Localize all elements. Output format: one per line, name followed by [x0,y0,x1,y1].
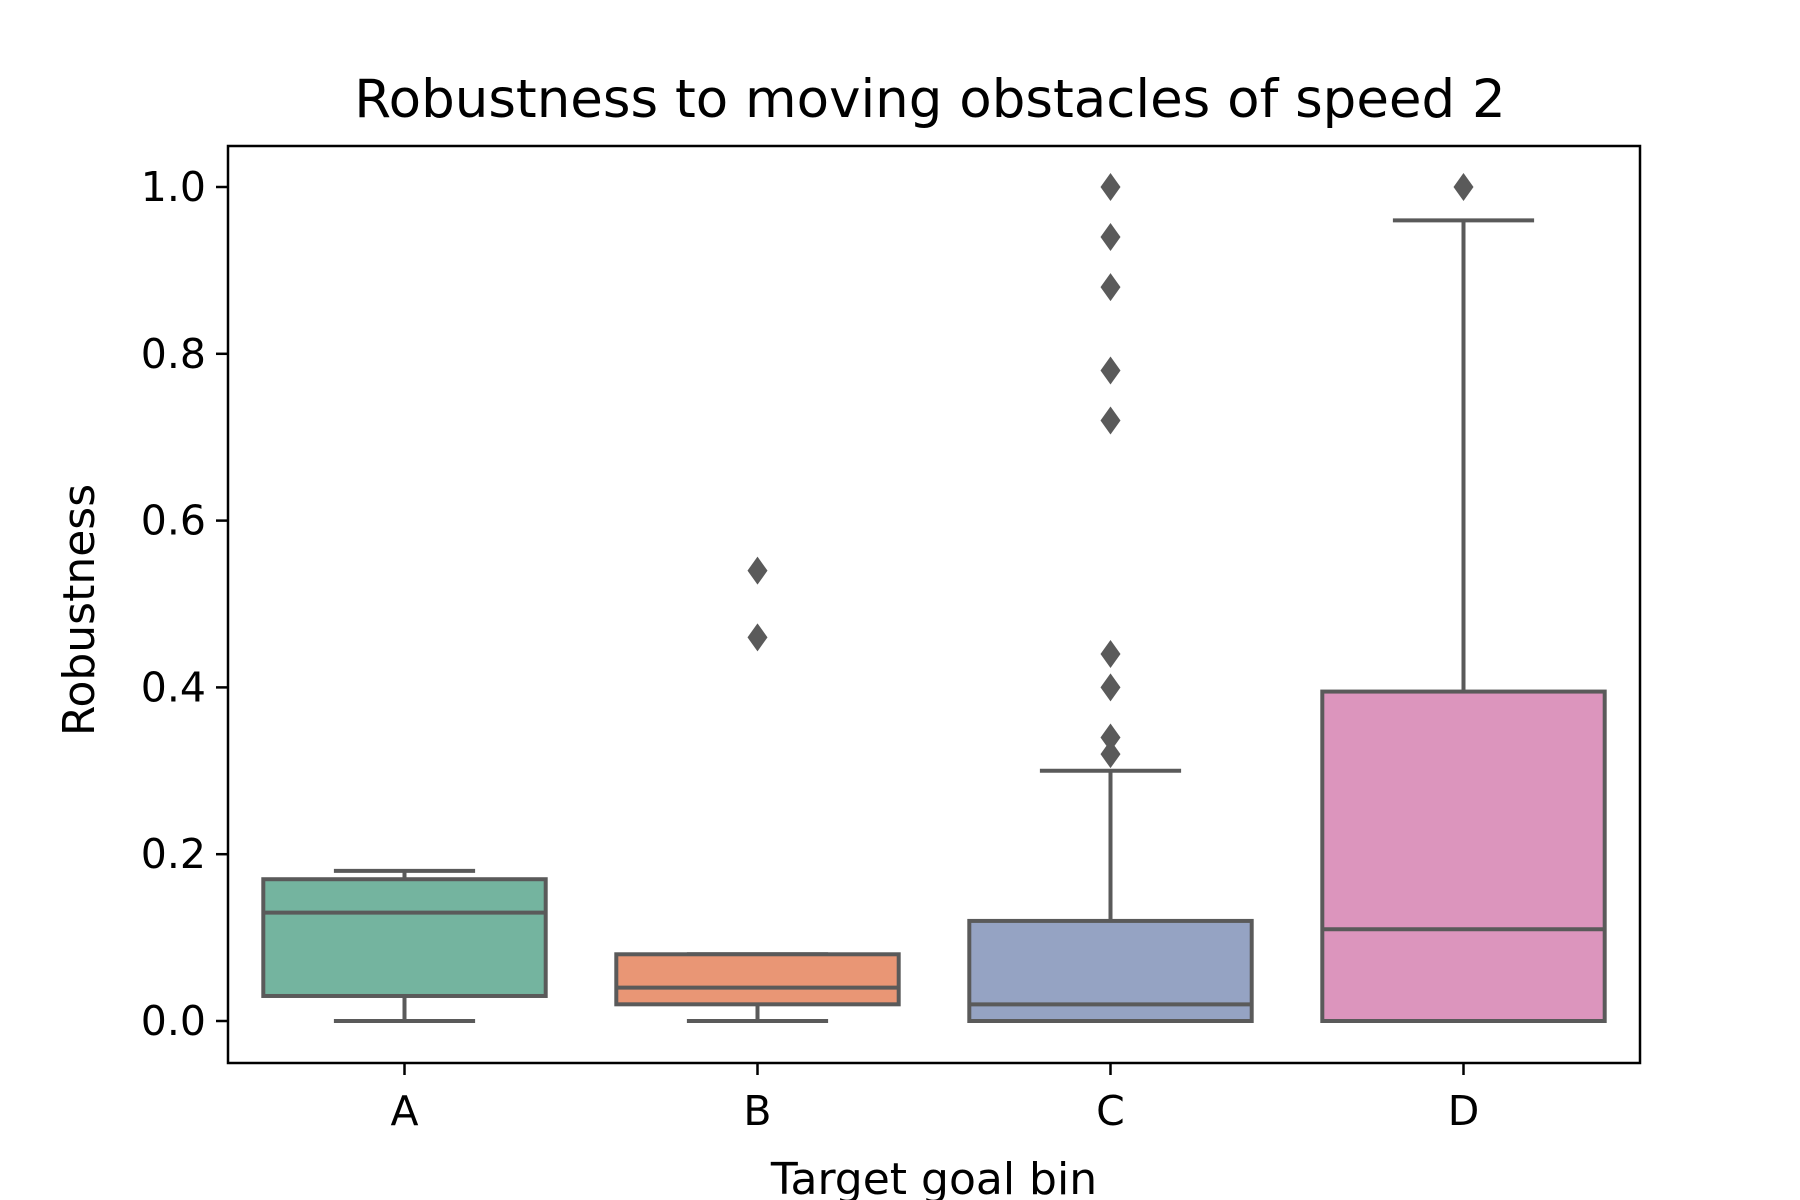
plot-frame [226,144,1642,1065]
x-tick-label: B [743,1087,771,1135]
outlier-point-C-1 [1100,723,1121,752]
x-axis-label: Target goal bin [770,1154,1097,1200]
y-tick-label: 0.2 [141,830,206,878]
box-group-D [1320,173,1607,1023]
box-D [1320,689,1607,1023]
outlier-point-C-0 [1100,740,1121,769]
box-group-C [967,173,1254,1023]
outlier-point-C-7 [1100,223,1121,252]
y-tick-label: 1.0 [141,163,206,211]
outlier-point-B-1 [747,556,768,585]
y-tick-label: 0.4 [141,663,206,711]
outlier-point-C-8 [1100,173,1121,201]
y-tick-label: 0.0 [141,997,206,1045]
x-tick-label: D [1448,1087,1480,1135]
box-group-B [614,556,901,1023]
outlier-point-C-3 [1100,640,1121,669]
y-tick-label: 0.6 [141,497,206,545]
outlier-point-B-0 [747,623,768,652]
x-tick-label: C [1096,1087,1125,1135]
y-tick-label: 0.8 [141,330,206,378]
chart-title: Robustness to moving obstacles of speed … [354,69,1506,130]
outlier-point-C-2 [1100,673,1121,702]
outlier-point-C-5 [1100,356,1121,385]
plot-marks [261,173,1607,1023]
outlier-point-C-6 [1100,273,1121,302]
outlier-point-D-0 [1453,173,1474,201]
outlier-point-C-4 [1100,406,1121,435]
box-B [614,952,901,1007]
box-group-A [261,868,548,1023]
y-axis-label: Robustness [54,484,105,736]
y-axis: 0.0 0.2 0.4 0.6 0.8 1.0 [141,163,228,1045]
box-A [261,877,548,998]
x-axis: A B C D [390,1063,1479,1135]
x-tick-label: A [390,1087,418,1135]
